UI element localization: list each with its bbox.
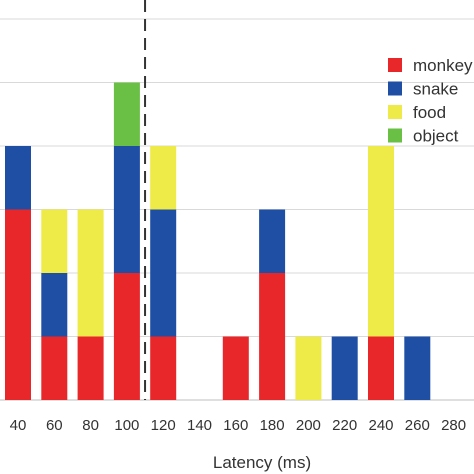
bar-segment-snake [259,209,286,273]
bar-segment-monkey [222,336,249,400]
legend-swatch-object [388,128,402,143]
bar-segment-snake [5,146,31,210]
legend-swatch-food [388,105,402,119]
bar-segment-food [41,209,68,273]
bar-segment-monkey [113,273,140,400]
x-tick-label: 240 [368,417,393,434]
bar-segment-monkey [5,209,31,400]
legend-swatch-snake [388,81,402,96]
x-tick-label: 220 [332,417,357,434]
x-tick-label: 60 [46,417,63,434]
x-tick-label: 260 [405,417,430,434]
bar-segment-snake [331,336,358,400]
x-tick-label: 100 [114,417,139,434]
legend-label-monkey: monkey [413,56,473,75]
x-tick-label: 140 [187,417,212,434]
x-tick-label: 120 [151,417,176,434]
bar-segment-monkey [368,336,394,400]
x-tick-label: 280 [441,417,466,434]
bar-segment-food [295,336,322,400]
x-tick-label: 160 [223,417,248,434]
legend: monkey snake food object [388,56,473,146]
bar-segment-snake [404,336,431,400]
x-tick-labels: 40 60 80 100 120 140 160 180 200 220 240 260 280 [10,417,466,434]
bars [5,82,431,400]
x-tick-label: 180 [260,417,285,434]
bar-segment-food [77,209,104,337]
bar-segment-monkey [150,336,177,400]
bar-segment-monkey [259,273,286,400]
x-axis-title: Latency (ms) [213,453,311,472]
bar-segment-snake [41,273,68,337]
bar-segment-food [368,146,394,337]
legend-label-food: food [413,103,446,122]
legend-label-object: object [413,127,459,146]
bar-segment-snake [113,146,140,273]
x-tick-label: 200 [296,417,321,434]
bar-segment-monkey [41,336,68,400]
bar-segment-object [113,82,140,146]
bar-segment-monkey [77,336,104,400]
bar-segment-food [150,146,177,210]
bar-segment-snake [150,209,177,337]
legend-label-snake: snake [413,80,458,99]
x-tick-label: 40 [10,417,27,434]
legend-swatch-monkey [388,58,402,72]
x-tick-label: 80 [82,417,99,434]
